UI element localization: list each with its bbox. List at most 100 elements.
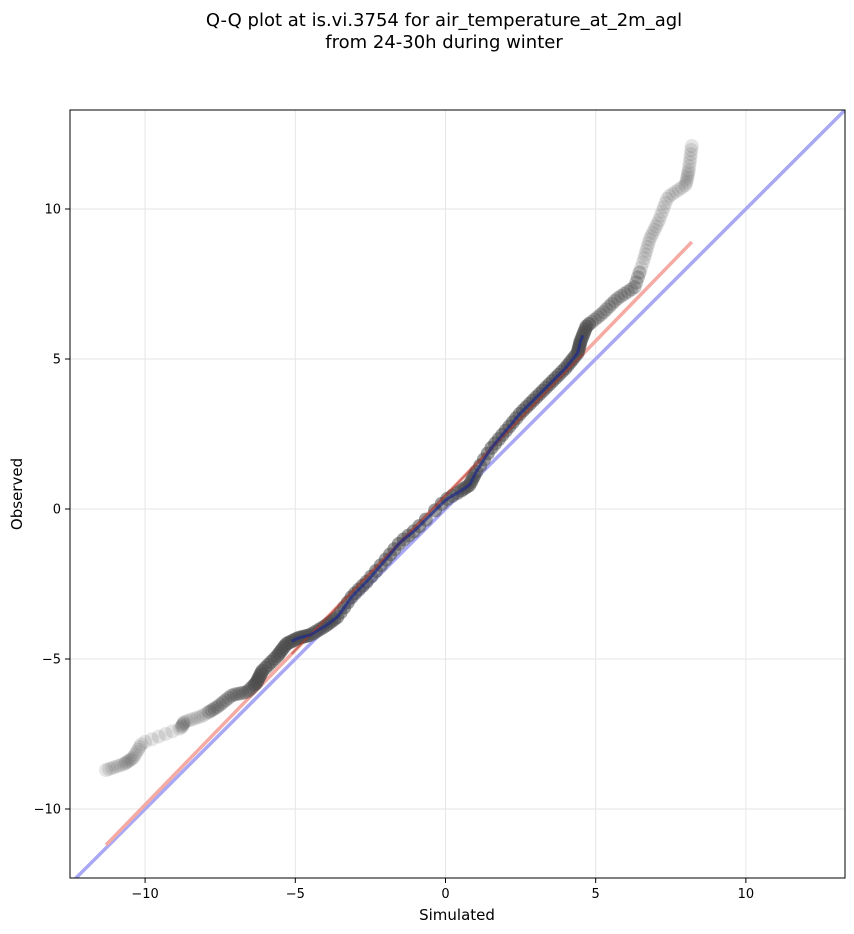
quantile-point [681,165,696,180]
chart-title-line-1: Q-Q plot at is.vi.3754 for air_temperatu… [206,10,682,31]
quantile-point [138,734,153,749]
quantile-point [674,180,689,195]
y-tick-label: 5 [53,353,61,368]
quantile-point [627,280,642,295]
x-tick-label: 0 [441,887,449,902]
quantile-point [596,305,611,320]
quantile-point [684,143,699,158]
quantile-point [681,163,696,178]
x-tick-label: −10 [131,887,158,902]
y-axis-label: Observed [8,458,26,530]
quantile-point [604,296,619,311]
quantile-point [207,701,222,716]
quantile-point [183,712,198,727]
quantile-point [683,151,698,166]
quantile-point [176,717,191,732]
quantile-point [671,182,686,197]
quantile-point [610,291,625,306]
quantile-point [640,239,655,254]
quantile-point [227,687,242,702]
x-tick-label: 10 [738,887,755,902]
quantile-point [648,219,663,234]
quantile-point [642,232,657,247]
quantile-point [190,710,205,725]
quantile-point [682,159,697,174]
quantile-point [210,699,225,714]
quantile-point [620,284,635,299]
quantile-point [607,293,622,308]
quantile-point [232,686,247,701]
quantile-point [684,139,699,153]
quantile-point [658,196,673,211]
x-tick-label: 5 [592,887,600,902]
quantile-point [644,229,659,244]
quantile-point [105,760,120,775]
quantile-point [634,260,649,275]
identity-line-overlay [291,334,585,643]
quantile-point [637,251,652,266]
quantile-point [650,216,665,231]
quantile-point [172,721,187,736]
quantile-point [204,703,219,718]
quantile-point [665,186,680,201]
grid-lines [70,110,845,878]
quantile-point [682,155,697,170]
quantile-point [118,755,133,770]
quantile-point [108,759,123,774]
quantile-point [590,310,605,325]
quantile-point [221,690,236,705]
quantile-point [124,751,139,766]
quantile-point [114,757,129,772]
quantile-point [134,737,149,752]
quantile-point [117,756,132,771]
quantile-point [624,282,639,297]
quantile-point [165,724,180,739]
y-tick-label: 10 [44,203,61,218]
quantile-point [127,747,142,762]
axis-ticks: −10 −5 0 5 10 −10 −5 0 5 10 [34,203,755,903]
quantile-point [196,708,211,723]
quantile-point [120,754,135,769]
y-tick-label: −5 [42,653,61,668]
quantile-point [582,317,597,332]
central-overlay [290,334,585,655]
quantile-point [680,170,695,185]
quantile-point [599,302,614,317]
quantile-point [614,289,629,304]
quantile-point [151,729,166,744]
quantile-point [683,147,698,162]
quantile-point [177,714,192,729]
quantile-point [679,176,694,191]
quantile-point [224,688,239,703]
quantile-point [175,718,190,733]
data-points [99,139,699,777]
quantile-point [123,752,138,767]
quantile-point [102,761,117,776]
quantile-point [660,191,675,206]
quantile-point [680,168,695,183]
quantile-point [180,713,195,728]
quantile-point [655,204,670,219]
quantile-point [662,188,677,203]
quantile-point [215,695,230,710]
quantile-point [131,742,146,757]
quantile-point [647,222,662,237]
quantile-point [635,255,650,270]
quantile-point [158,726,173,741]
quantile-point [638,247,653,262]
quantile-point [629,275,644,290]
quantile-point [584,314,599,329]
quantile-point [187,711,202,726]
quantile-point [202,704,217,719]
quantile-point [132,740,147,755]
quantile-point [229,687,244,702]
quantile-point [641,236,656,251]
plot-frame [69,109,846,879]
quantile-point [652,212,667,227]
quantile-point [175,719,190,734]
quantile-point [193,709,208,724]
quantile-point [144,732,159,747]
quantile-point [593,307,608,322]
quantile-point [129,745,144,760]
quantile-point [587,312,602,327]
